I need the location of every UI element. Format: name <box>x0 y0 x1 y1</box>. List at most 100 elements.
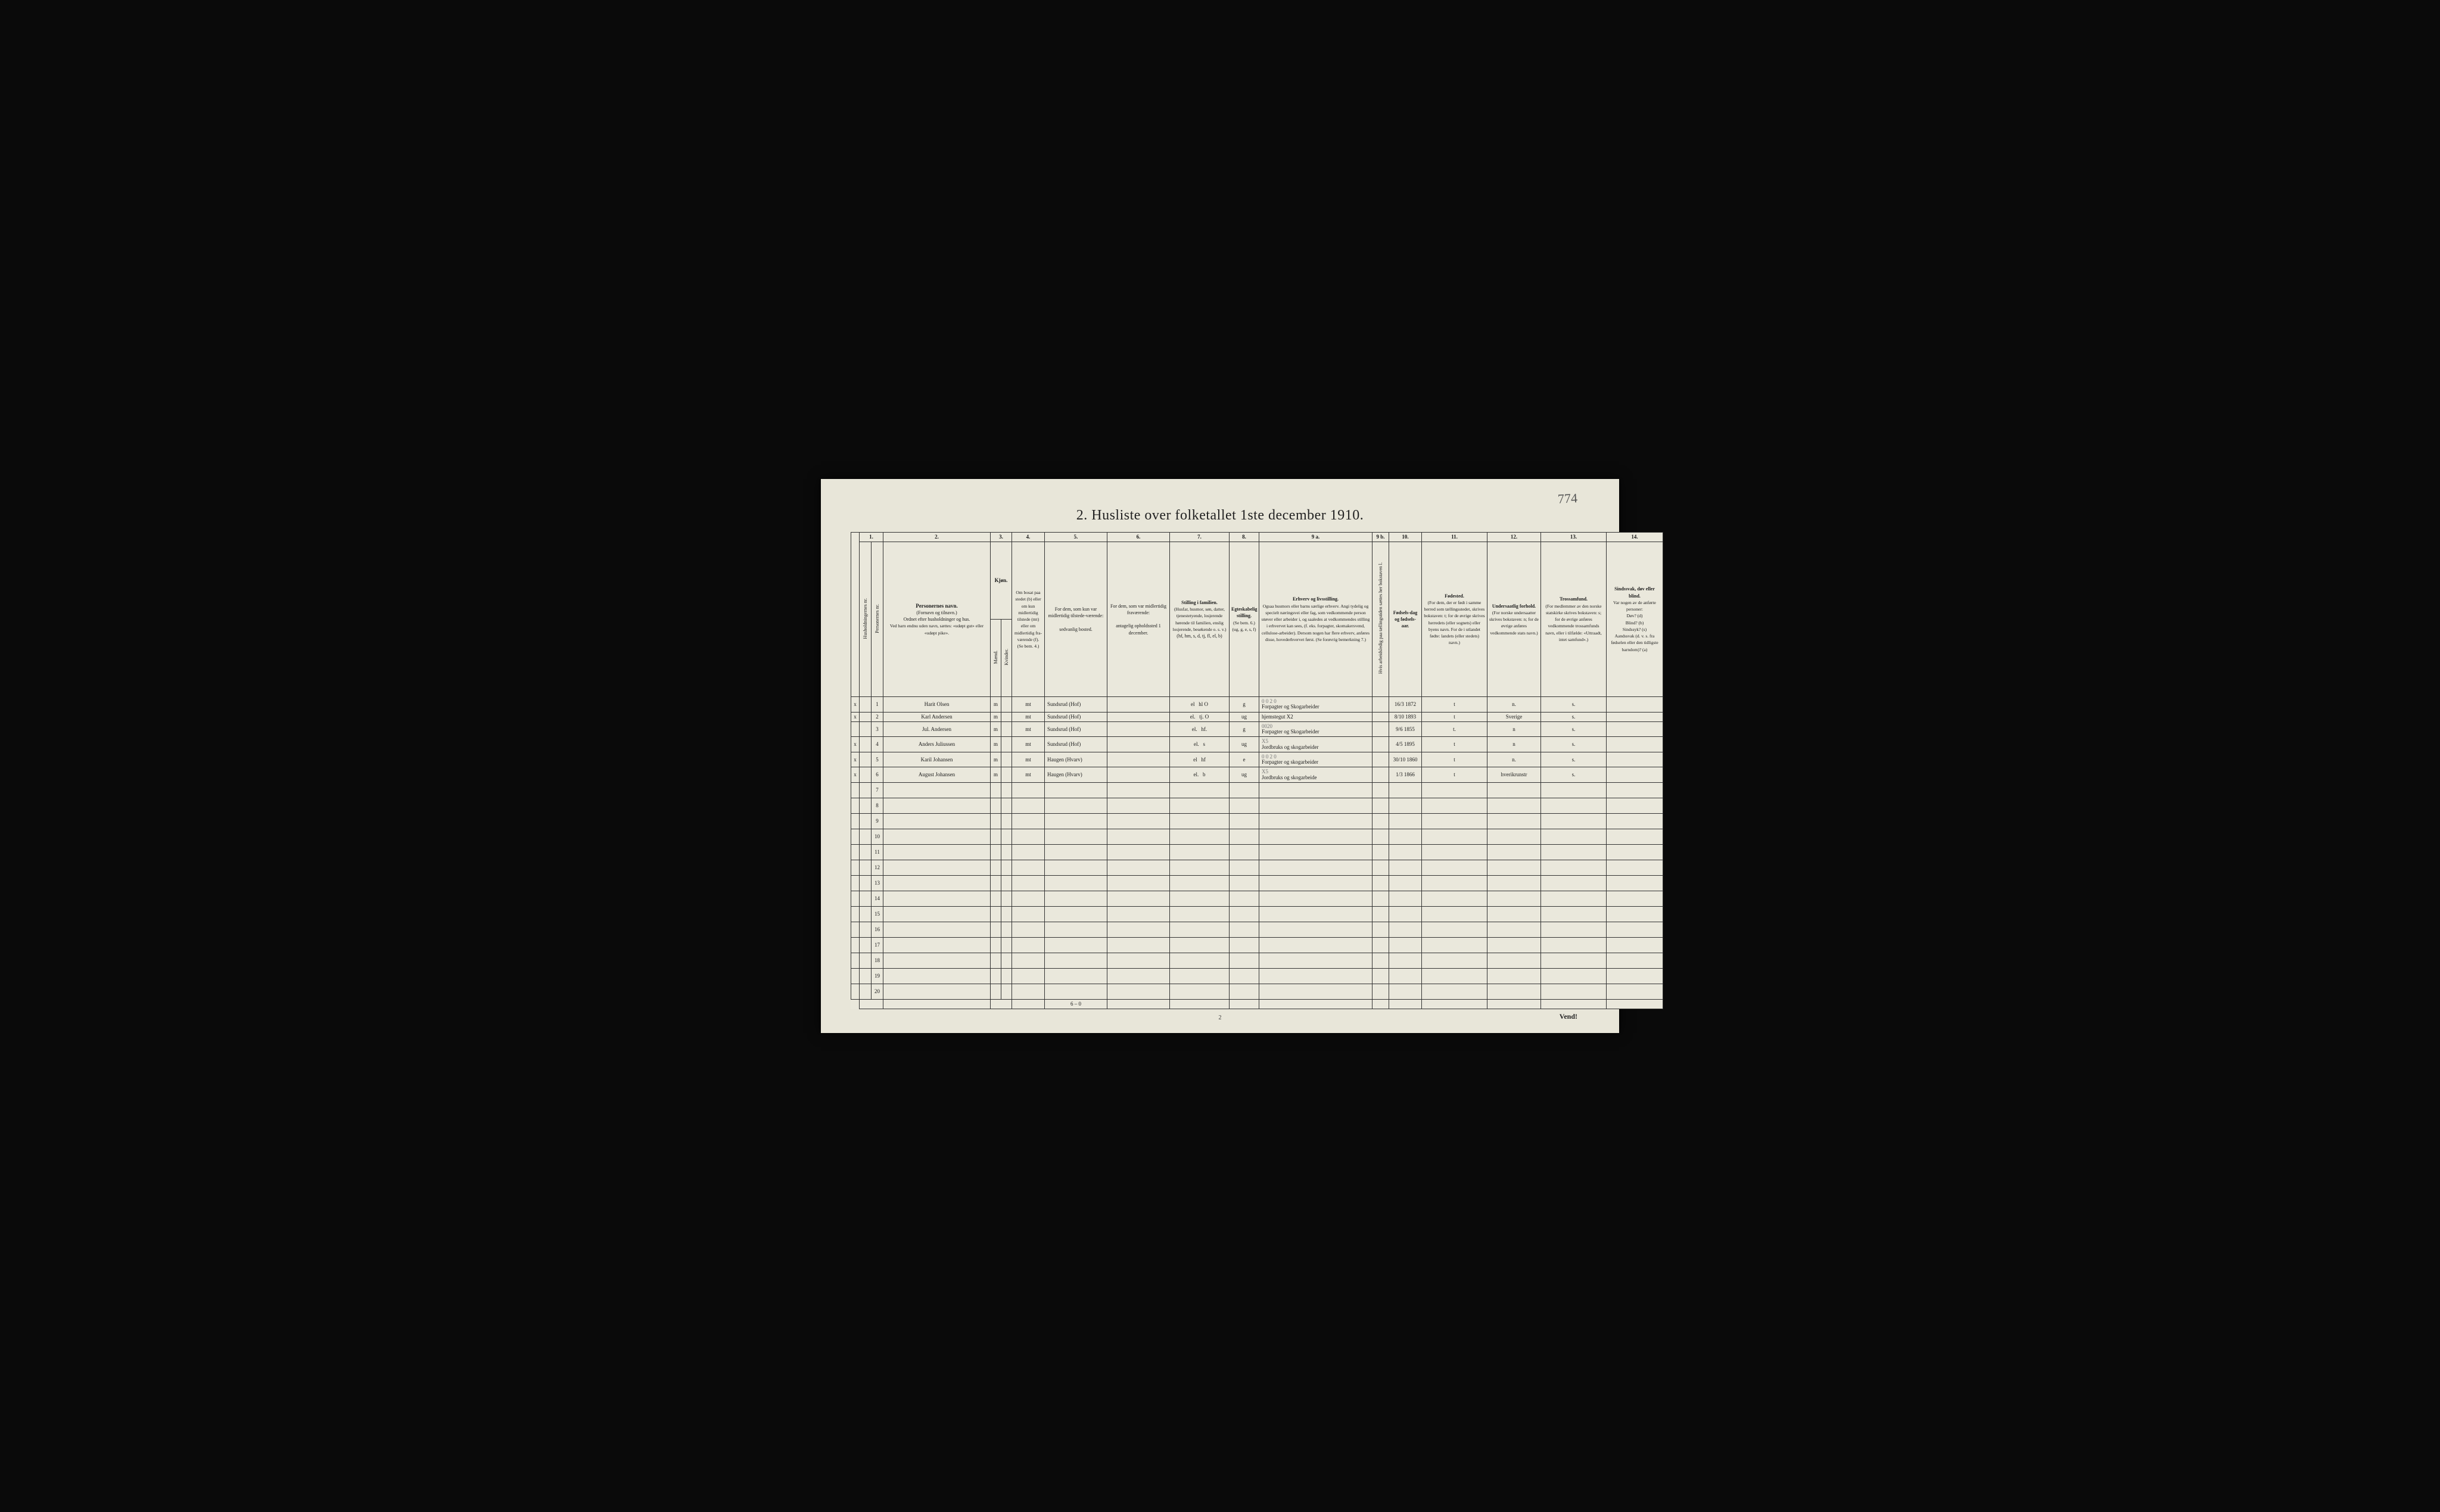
col-sex-m: Mænd. <box>991 620 1001 697</box>
marital-status: ug <box>1230 767 1259 783</box>
unemployed <box>1372 767 1389 783</box>
person-name: Karil Johansen <box>883 752 991 767</box>
footer-row: 6 – 0 <box>851 999 1663 1009</box>
person-no: 16 <box>872 922 883 937</box>
row-mark: x <box>851 752 860 767</box>
usual-home: Sundsrud (Hof) <box>1045 712 1107 721</box>
family-position: el hl O <box>1170 697 1230 713</box>
person-no: 5 <box>872 752 883 767</box>
col-unemployed-header: Hvis arbeidsledig paa tællingstiden sætt… <box>1372 542 1389 697</box>
colnum: 10. <box>1389 532 1422 542</box>
usual-home: Haugen (Hvarv) <box>1045 767 1107 783</box>
person-no: 3 <box>872 721 883 737</box>
person-no: 9 <box>872 813 883 829</box>
colnum: 8. <box>1230 532 1259 542</box>
religion: s. <box>1541 697 1607 713</box>
date-of-birth: 8/10 1893 <box>1389 712 1422 721</box>
sex-k <box>1001 712 1012 721</box>
row-mark: x <box>851 767 860 783</box>
sex-m: m <box>991 737 1001 752</box>
table-row-empty: 15 <box>851 906 1663 922</box>
family-position: el. tj. O <box>1170 712 1230 721</box>
table-row-empty: 19 <box>851 968 1663 984</box>
table-row-empty: 12 <box>851 860 1663 875</box>
absent-place <box>1107 697 1170 713</box>
table-row-empty: 9 <box>851 813 1663 829</box>
birthplace: t <box>1422 767 1487 783</box>
date-of-birth: 9/6 1855 <box>1389 721 1422 737</box>
col-absent-header: For dem, som var midlertidig fraværende:… <box>1107 542 1170 697</box>
table-row: x2Karl AndersenmmtSundsrud (Hof)el. tj. … <box>851 712 1663 721</box>
residence-status: mt <box>1012 737 1045 752</box>
religion: s. <box>1541 752 1607 767</box>
person-name: August Johansen <box>883 767 991 783</box>
sex-m: m <box>991 752 1001 767</box>
birthplace: t. <box>1422 721 1487 737</box>
date-of-birth: 16/3 1872 <box>1389 697 1422 713</box>
unemployed <box>1372 752 1389 767</box>
nationality: n <box>1487 721 1541 737</box>
col-usual-home-header: For dem, som kun var midlertidig tilsted… <box>1045 542 1107 697</box>
marital-status: g <box>1230 697 1259 713</box>
unemployed <box>1372 737 1389 752</box>
household-no <box>860 767 872 783</box>
person-name: Anders Juliussen <box>883 737 991 752</box>
col-marital-header: Egteskabelig stilling. (Se bem. 6.) (ug,… <box>1230 542 1259 697</box>
sex-k <box>1001 767 1012 783</box>
table-row-empty: 14 <box>851 891 1663 906</box>
col-person-no: Personernes nr. <box>872 542 883 697</box>
person-name: Jul. Andersen <box>883 721 991 737</box>
table-row: x1Harit OlsenmmtSundsrud (Hof)el hl Og0 … <box>851 697 1663 713</box>
disability <box>1607 767 1663 783</box>
household-no <box>860 737 872 752</box>
religion: s. <box>1541 767 1607 783</box>
person-no: 14 <box>872 891 883 906</box>
table-row-empty: 8 <box>851 798 1663 813</box>
person-name: Karl Andersen <box>883 712 991 721</box>
table-row-empty: 7 <box>851 782 1663 798</box>
table-row-empty: 10 <box>851 829 1663 844</box>
col-family-pos-header: Stilling i familien. (Husfar, husmor, sø… <box>1170 542 1230 697</box>
row-mark <box>851 721 860 737</box>
occupation: 0 0 2 0Forpagter og Skogarbeider <box>1259 697 1372 713</box>
usual-home: Haugen (Hvarv) <box>1045 752 1107 767</box>
person-no: 1 <box>872 697 883 713</box>
birthplace: t <box>1422 697 1487 713</box>
person-no: 6 <box>872 767 883 783</box>
colnum: 13. <box>1541 532 1607 542</box>
unemployed <box>1372 712 1389 721</box>
table-row-empty: 20 <box>851 984 1663 999</box>
residence-status: mt <box>1012 752 1045 767</box>
row-mark: x <box>851 737 860 752</box>
residence-status: mt <box>1012 721 1045 737</box>
table-row-empty: 17 <box>851 937 1663 953</box>
person-no: 18 <box>872 953 883 968</box>
person-no: 20 <box>872 984 883 999</box>
col-residence-header: Om bosat paa stedet (b) eller om kun mid… <box>1012 542 1045 697</box>
birthplace: t <box>1422 752 1487 767</box>
date-of-birth: 1/3 1866 <box>1389 767 1422 783</box>
sex-k <box>1001 752 1012 767</box>
table-row: x5Karil JohansenmmtHaugen (Hvarv)el hfe0… <box>851 752 1663 767</box>
colnum: 5. <box>1045 532 1107 542</box>
disability <box>1607 752 1663 767</box>
col-disability-header: Sindssvak, døv eller blind. Var nogen av… <box>1607 542 1663 697</box>
absent-place <box>1107 712 1170 721</box>
col-name-header: Personernes navn. (Fornavn og tilnavn.) … <box>883 542 991 697</box>
corner-page-number: 774 <box>1557 490 1577 507</box>
absent-place <box>1107 737 1170 752</box>
religion: s. <box>1541 737 1607 752</box>
col-occupation-header: Erhverv og livsstilling. Ogsaa husmors e… <box>1259 542 1372 697</box>
colnum: 6. <box>1107 532 1170 542</box>
nationality: hverikrunstr <box>1487 767 1541 783</box>
col-religion-header: Trossamfund. (For medlemmer av den norsk… <box>1541 542 1607 697</box>
person-no: 4 <box>872 737 883 752</box>
marital-status: e <box>1230 752 1259 767</box>
absent-place <box>1107 752 1170 767</box>
absent-place <box>1107 767 1170 783</box>
sex-k <box>1001 721 1012 737</box>
sex-m: m <box>991 712 1001 721</box>
birthplace: t <box>1422 737 1487 752</box>
disability <box>1607 712 1663 721</box>
page-number: 2 <box>1219 1015 1222 1021</box>
